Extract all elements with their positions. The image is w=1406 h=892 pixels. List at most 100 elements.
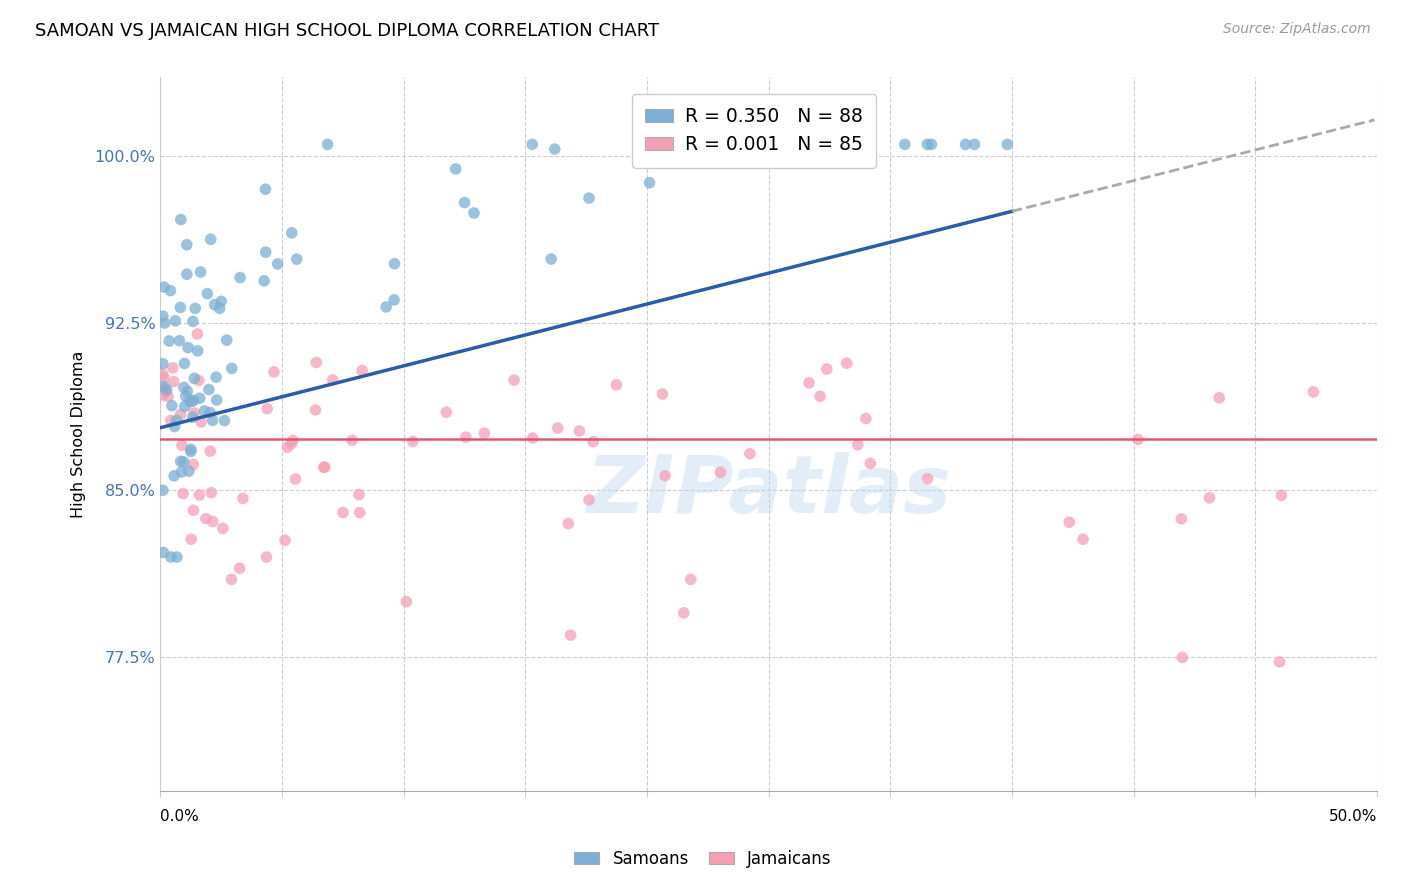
Point — [1170, 512, 1192, 526]
Point — [211, 521, 233, 535]
Point — [173, 356, 195, 370]
Point — [153, 382, 176, 396]
Y-axis label: High School Diploma: High School Diploma — [72, 351, 86, 518]
Point — [201, 413, 224, 427]
Point — [190, 415, 212, 429]
Point — [349, 506, 371, 520]
Text: ZIPatlas: ZIPatlas — [586, 452, 952, 531]
Point — [808, 137, 831, 152]
Point — [173, 380, 195, 394]
Point — [434, 405, 457, 419]
Point — [188, 488, 211, 502]
Point — [444, 161, 467, 176]
Text: Source: ZipAtlas.com: Source: ZipAtlas.com — [1223, 22, 1371, 37]
Point — [153, 280, 176, 294]
Point — [578, 191, 600, 205]
Point — [166, 550, 188, 565]
Point — [395, 595, 418, 609]
Legend: Samoans, Jamaicans: Samoans, Jamaicans — [568, 844, 838, 875]
Point — [183, 503, 205, 517]
Point — [332, 505, 354, 519]
Point — [183, 371, 205, 385]
Point — [582, 434, 605, 449]
Point — [205, 392, 228, 407]
Point — [170, 438, 193, 452]
Point — [208, 301, 231, 316]
Point — [266, 257, 288, 271]
Point — [200, 406, 222, 420]
Point — [221, 361, 243, 376]
Text: 50.0%: 50.0% — [1329, 809, 1376, 824]
Point — [169, 334, 191, 348]
Point — [190, 265, 212, 279]
Point — [557, 516, 579, 531]
Point — [188, 391, 211, 405]
Point — [160, 550, 183, 565]
Point — [170, 454, 193, 468]
Point — [200, 444, 222, 458]
Point — [152, 357, 174, 371]
Point — [163, 419, 186, 434]
Point — [658, 137, 681, 152]
Point — [200, 232, 222, 246]
Point — [187, 374, 209, 388]
Point — [522, 137, 544, 152]
Point — [638, 176, 661, 190]
Point — [200, 485, 222, 500]
Point — [170, 465, 193, 479]
Point — [340, 434, 363, 448]
Point — [163, 468, 186, 483]
Point — [679, 573, 702, 587]
Point — [162, 360, 184, 375]
Point — [184, 301, 207, 316]
Point — [228, 561, 250, 575]
Point — [174, 389, 197, 403]
Point — [254, 245, 277, 260]
Point — [221, 573, 243, 587]
Point — [170, 212, 193, 227]
Point — [547, 421, 569, 435]
Point — [305, 355, 328, 369]
Legend: R = 0.350   N = 88, R = 0.001   N = 85: R = 0.350 N = 88, R = 0.001 N = 85 — [633, 94, 876, 168]
Point — [179, 394, 201, 409]
Point — [263, 365, 285, 379]
Point — [166, 413, 188, 427]
Point — [1302, 384, 1324, 399]
Text: SAMOAN VS JAMAICAN HIGH SCHOOL DIPLOMA CORRELATION CHART: SAMOAN VS JAMAICAN HIGH SCHOOL DIPLOMA C… — [35, 22, 659, 40]
Point — [917, 137, 939, 152]
Point — [280, 226, 302, 240]
Point — [285, 252, 308, 267]
Point — [322, 373, 344, 387]
Point — [522, 431, 544, 445]
Point — [176, 237, 198, 252]
Point — [955, 137, 977, 152]
Point — [835, 356, 858, 370]
Point — [797, 376, 820, 390]
Point — [560, 628, 582, 642]
Point — [1198, 491, 1220, 505]
Text: 0.0%: 0.0% — [160, 809, 200, 824]
Point — [384, 257, 406, 271]
Point — [1057, 515, 1080, 529]
Point — [152, 309, 174, 323]
Point — [281, 434, 304, 448]
Point — [605, 377, 627, 392]
Point — [472, 426, 495, 441]
Point — [859, 456, 882, 470]
Point — [176, 384, 198, 399]
Point — [153, 371, 176, 385]
Point — [1126, 433, 1149, 447]
Point — [169, 301, 191, 315]
Point — [963, 137, 986, 152]
Point — [177, 464, 200, 478]
Point — [256, 401, 278, 416]
Point — [463, 206, 485, 220]
Point — [544, 142, 567, 156]
Point — [159, 413, 181, 427]
Point — [1268, 655, 1291, 669]
Point — [995, 137, 1018, 152]
Point — [808, 389, 831, 403]
Point — [855, 411, 877, 425]
Point — [198, 383, 221, 397]
Point — [672, 606, 695, 620]
